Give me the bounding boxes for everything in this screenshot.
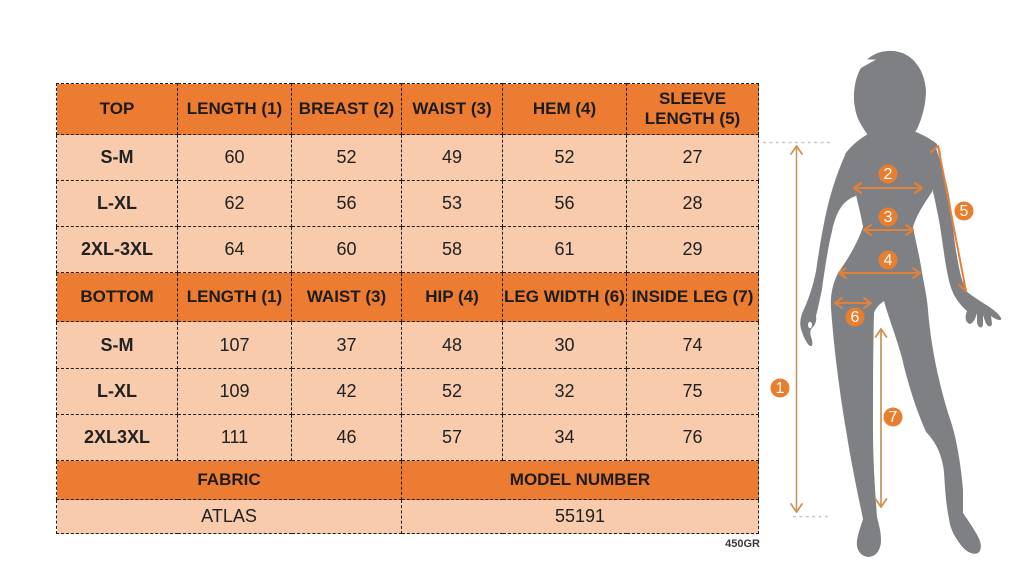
svg-text:6: 6: [851, 309, 860, 326]
svg-text:1: 1: [776, 380, 785, 397]
svg-text:3: 3: [884, 209, 893, 226]
svg-text:2: 2: [884, 166, 893, 183]
svg-text:5: 5: [960, 203, 969, 220]
svg-text:4: 4: [884, 252, 893, 269]
svg-text:7: 7: [889, 409, 898, 426]
